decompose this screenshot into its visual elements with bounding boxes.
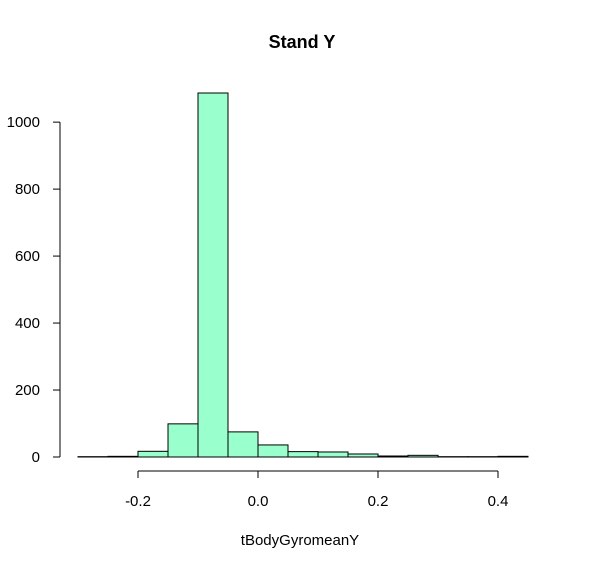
histogram-bar-6 bbox=[257, 444, 289, 458]
histogram-bar-3 bbox=[167, 423, 199, 458]
histogram-bar-11 bbox=[407, 454, 439, 458]
y-tick-label-5: 1000 bbox=[7, 114, 40, 131]
bars-layer bbox=[77, 92, 529, 458]
histogram-bar-5 bbox=[227, 431, 259, 458]
histogram-bar-2 bbox=[137, 450, 169, 458]
y-axis: 0 200 400 600 800 1000 bbox=[7, 114, 61, 466]
histogram-bar-4 bbox=[197, 92, 229, 458]
y-tick-label-0: 0 bbox=[32, 449, 40, 466]
y-tick-label-4: 800 bbox=[15, 181, 40, 198]
x-tick-label-0: -0.2 bbox=[125, 493, 151, 510]
x-axis: -0.2 0.0 0.2 0.4 bbox=[125, 470, 509, 510]
x-tick-label-3: 0.4 bbox=[488, 493, 509, 510]
x-tick-label-2: 0.2 bbox=[368, 493, 389, 510]
histogram-bar-10 bbox=[377, 455, 409, 458]
histogram-bar-1 bbox=[107, 455, 139, 458]
chart-title: Stand Y bbox=[269, 32, 336, 52]
histogram-bar-9 bbox=[347, 453, 379, 458]
histogram-bar-7 bbox=[287, 451, 319, 458]
histogram-bar-8 bbox=[317, 451, 349, 458]
x-axis-label: tBodyGyromeanY bbox=[241, 532, 359, 549]
y-tick-label-1: 200 bbox=[15, 382, 40, 399]
y-tick-label-3: 600 bbox=[15, 248, 40, 265]
x-tick-label-1: 0.0 bbox=[248, 493, 269, 510]
histogram-bar-14 bbox=[497, 455, 529, 458]
y-tick-label-2: 400 bbox=[15, 315, 40, 332]
